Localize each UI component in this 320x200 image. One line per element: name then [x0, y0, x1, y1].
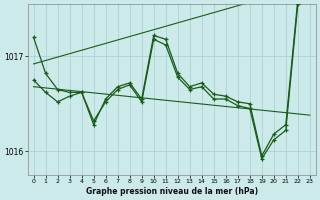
X-axis label: Graphe pression niveau de la mer (hPa): Graphe pression niveau de la mer (hPa)	[86, 187, 258, 196]
